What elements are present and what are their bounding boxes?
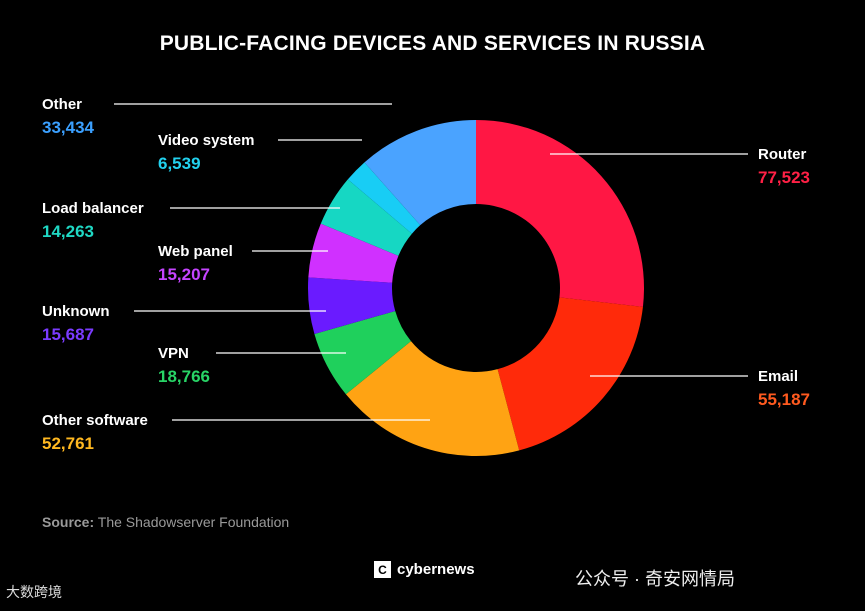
cybernews-logo-icon: C [374,561,391,578]
label-name-vpn: VPN [158,345,189,362]
label-value-router: 77,523 [758,168,810,187]
label-value-email: 55,187 [758,390,810,409]
donut-slice-other-software [345,341,520,456]
label-value-web-panel: 15,207 [158,265,210,284]
source-text: The Shadowserver Foundation [97,514,290,530]
donut-slice-unknown [308,277,396,335]
label-value-unknown: 15,687 [42,325,94,344]
brand-logo: C cybernews [374,561,475,578]
label-value-video-system: 6,539 [158,154,201,173]
source-note: Source: The Shadowserver Foundation [42,514,289,530]
label-name-email: Email [758,368,798,385]
label-value-other: 33,434 [42,118,95,137]
label-value-vpn: 18,766 [158,367,210,386]
donut-slice-load-balancer [320,179,412,256]
donut-slice-other [364,120,476,226]
label-name-other: Other [42,96,82,113]
donut-slice-vpn [314,311,411,395]
donut-slice-video-system [347,162,421,234]
label-name-load-balancer: Load balancer [42,200,144,217]
label-name-router: Router [758,146,806,163]
label-name-web-panel: Web panel [158,243,233,260]
label-name-unknown: Unknown [42,303,110,320]
label-name-video-system: Video system [158,132,254,149]
label-value-other-software: 52,761 [42,434,94,453]
watermark-right: 公众号 · 奇安网情局 [575,569,735,589]
source-label: Source: [42,514,95,530]
donut-slice-email [497,297,643,451]
label-value-load-balancer: 14,263 [42,222,94,241]
chart-title: PUBLIC-FACING DEVICES AND SERVICES IN RU… [159,32,706,55]
watermark-left: 大数跨境 [6,584,62,600]
brand-name: cybernews [397,561,475,578]
label-name-other-software: Other software [42,412,148,429]
donut-slice-web-panel [308,223,399,283]
donut-slice-router [476,120,644,307]
